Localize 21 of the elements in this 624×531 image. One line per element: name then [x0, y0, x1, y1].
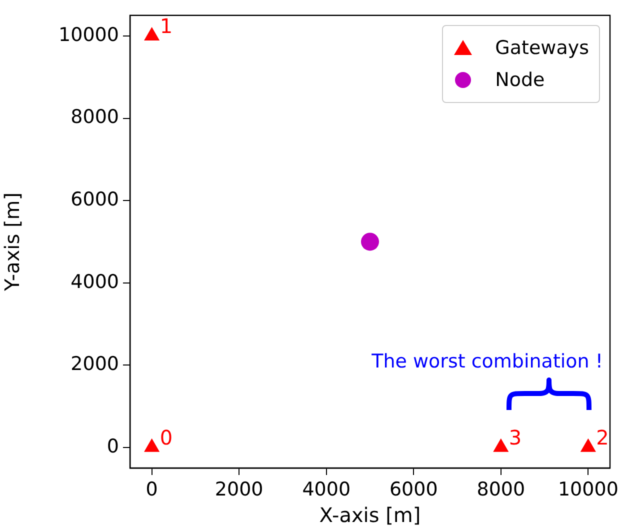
y-tick-label: 10000: [58, 24, 119, 46]
y-tick-label: 4000: [70, 270, 119, 293]
legend-label: Node: [495, 69, 545, 92]
x-tick-label: 10000: [558, 478, 618, 500]
y-tick-label: 0: [106, 435, 119, 458]
y-tick-label: 2000: [70, 353, 119, 376]
annotation: The worst combination !: [370, 350, 603, 372]
annotation: 3: [508, 426, 522, 450]
legend-label: Gateways: [495, 37, 589, 60]
y-tick-label: 8000: [70, 106, 119, 128]
x-tick-label: 8000: [476, 478, 526, 500]
x-tick-label: 6000: [389, 478, 438, 500]
x-tick-label: 0: [146, 478, 158, 500]
x-tick-label: 2000: [214, 478, 264, 500]
y-axis-title: Y-axis [m]: [0, 192, 24, 292]
x-axis-title: X-axis [m]: [319, 503, 421, 528]
annotation: 0: [160, 426, 173, 450]
y-tick-label: 6000: [70, 188, 119, 210]
x-tick-label: 4000: [302, 478, 351, 500]
annotation: 1: [160, 14, 173, 38]
annotation: 2: [596, 426, 609, 450]
